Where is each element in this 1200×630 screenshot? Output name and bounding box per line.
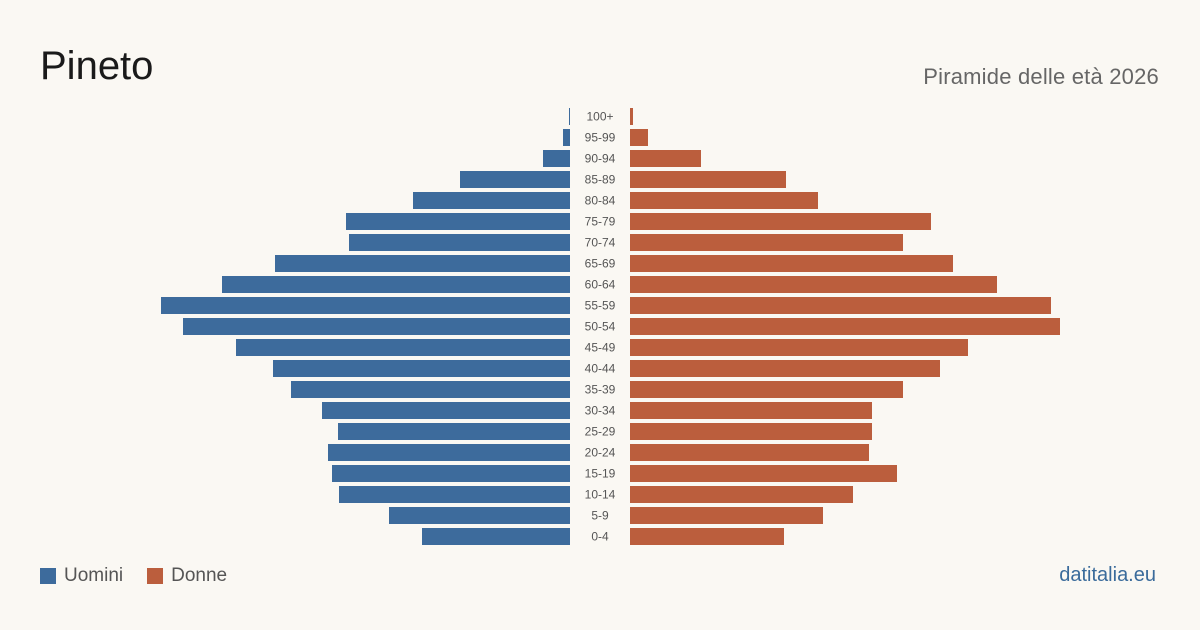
age-label-40-44: 40-44 <box>585 362 616 376</box>
bar-women-50-54 <box>630 318 1060 335</box>
bar-women-35-39 <box>630 381 903 398</box>
legend-item-women: Donne <box>147 565 227 587</box>
chart-title: Pineto <box>40 44 154 88</box>
age-label-80-84: 80-84 <box>585 194 616 208</box>
bar-women-30-34 <box>630 402 872 419</box>
legend-swatch-men <box>40 568 56 584</box>
age-label-25-29: 25-29 <box>585 425 616 439</box>
bar-men-60-64 <box>222 276 570 293</box>
bar-women-95-99 <box>630 129 648 146</box>
legend-label-women: Donne <box>171 565 228 586</box>
bar-men-30-34 <box>322 402 570 419</box>
age-label-50-54: 50-54 <box>585 320 616 334</box>
bar-men-45-49 <box>236 339 570 356</box>
age-label-100+: 100+ <box>586 110 613 124</box>
bar-women-75-79 <box>630 213 931 230</box>
age-label-85-89: 85-89 <box>585 173 616 187</box>
bar-men-20-24 <box>328 444 570 461</box>
bar-men-55-59 <box>161 297 570 314</box>
age-label-70-74: 70-74 <box>585 236 616 250</box>
bar-men-50-54 <box>183 318 570 335</box>
age-label-90-94: 90-94 <box>585 152 616 166</box>
chart-subtitle: Piramide delle età 2026 <box>923 64 1159 89</box>
age-label-10-14: 10-14 <box>585 488 616 502</box>
bar-men-90-94 <box>543 150 570 167</box>
bar-women-80-84 <box>630 192 818 209</box>
bar-women-40-44 <box>630 360 940 377</box>
age-label-65-69: 65-69 <box>585 257 616 271</box>
bar-men-40-44 <box>273 360 570 377</box>
age-label-95-99: 95-99 <box>585 131 616 145</box>
bar-women-55-59 <box>630 297 1051 314</box>
bar-men-0-4 <box>422 528 570 545</box>
bar-women-20-24 <box>630 444 869 461</box>
bar-men-65-69 <box>275 255 570 272</box>
age-label-5-9: 5-9 <box>591 509 609 523</box>
bar-women-90-94 <box>630 150 701 167</box>
bar-women-15-19 <box>630 465 897 482</box>
age-label-0-4: 0-4 <box>591 530 609 544</box>
bar-women-100+ <box>630 108 633 125</box>
bar-women-10-14 <box>630 486 853 503</box>
bar-men-80-84 <box>413 192 570 209</box>
bar-men-15-19 <box>332 465 570 482</box>
bar-men-25-29 <box>338 423 570 440</box>
bar-men-100+ <box>569 108 570 125</box>
bar-women-0-4 <box>630 528 784 545</box>
age-label-60-64: 60-64 <box>585 278 616 292</box>
bar-women-85-89 <box>630 171 786 188</box>
legend: Uomini Donne <box>40 565 251 587</box>
bar-men-75-79 <box>346 213 570 230</box>
bar-women-5-9 <box>630 507 823 524</box>
age-label-45-49: 45-49 <box>585 341 616 355</box>
age-label-75-79: 75-79 <box>585 215 616 229</box>
bar-men-70-74 <box>349 234 570 251</box>
bar-men-5-9 <box>389 507 570 524</box>
source-link[interactable]: datitalia.eu <box>1059 564 1156 586</box>
age-label-30-34: 30-34 <box>585 404 616 418</box>
age-label-15-19: 15-19 <box>585 467 616 481</box>
bar-men-85-89 <box>460 171 570 188</box>
age-label-20-24: 20-24 <box>585 446 616 460</box>
bar-women-70-74 <box>630 234 903 251</box>
bar-women-65-69 <box>630 255 953 272</box>
legend-swatch-women <box>147 568 164 584</box>
legend-item-men: Uomini <box>40 565 123 587</box>
bar-men-95-99 <box>563 129 570 146</box>
bar-women-60-64 <box>630 276 997 293</box>
legend-label-men: Uomini <box>64 565 124 586</box>
bar-men-10-14 <box>339 486 570 503</box>
bar-women-45-49 <box>630 339 968 356</box>
age-label-35-39: 35-39 <box>585 383 616 397</box>
age-label-55-59: 55-59 <box>585 299 616 313</box>
bar-women-25-29 <box>630 423 872 440</box>
bar-men-35-39 <box>291 381 570 398</box>
